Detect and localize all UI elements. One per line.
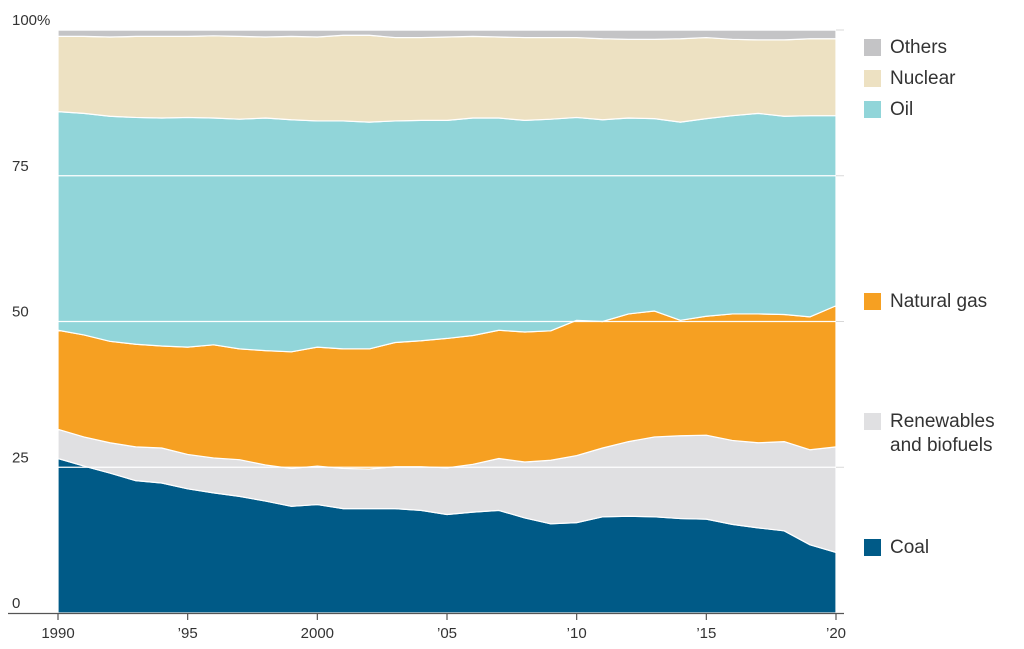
legend-swatch-nuclear — [864, 70, 881, 87]
legend-item-natural-gas: Natural gas — [864, 290, 987, 314]
legend: Others Nuclear Oil Natural gas Renewables and… — [864, 0, 1024, 649]
y-tick-label-75: 75 — [12, 158, 29, 175]
legend-label-line: Renewables — [890, 411, 995, 432]
x-tick-label-2000: 2000 — [301, 625, 334, 642]
y-tick-label-25: 25 — [12, 449, 29, 466]
x-tick-label-1990: 1990 — [41, 625, 74, 642]
area-nuclear — [57, 34, 837, 123]
legend-item-renewables-and-biofuels: Renewables and biofuels — [864, 410, 995, 458]
legend-item-oil: Oil — [864, 98, 913, 122]
x-tick-label-2020: ’20 — [826, 625, 846, 642]
legend-label-oil: Oil — [890, 98, 913, 122]
axis-layer: 0 25 50 75 100% 1990 ’95 2000 ’05 ’10 ’15 ’20 — [8, 12, 846, 642]
legend-label-natural-gas: Natural gas — [890, 290, 987, 314]
x-tick-label-2010: ’10 — [567, 625, 587, 642]
grid-layer — [58, 29, 844, 468]
legend-swatch-oil — [864, 101, 881, 118]
legend-swatch-others — [864, 39, 881, 56]
legend-label-line: Nuclear — [890, 68, 956, 89]
legend-item-coal: Coal — [864, 536, 929, 560]
legend-item-others: Others — [864, 36, 947, 60]
legend-label-nuclear: Nuclear — [890, 67, 955, 91]
x-tick-label-2005: ’05 — [437, 625, 457, 642]
legend-label-line: Oil — [890, 99, 914, 120]
y-tick-label-0: 0 — [12, 595, 20, 612]
legend-label-coal: Coal — [890, 536, 929, 560]
legend-label-line: Others — [890, 37, 948, 58]
legend-label-renewables-and-biofuels: Renewables and biofuels — [890, 410, 995, 458]
areas-layer — [57, 29, 837, 614]
legend-label-line: Natural gas — [890, 291, 988, 312]
legend-swatch-coal — [864, 539, 881, 556]
x-tick-label-2015: ’15 — [696, 625, 716, 642]
x-tick-label-1995: ’95 — [178, 625, 198, 642]
y-tick-label-100: 100% — [12, 12, 50, 29]
y-tick-label-50: 50 — [12, 304, 29, 321]
legend-label-line: and biofuels — [890, 435, 993, 456]
legend-label-line: Coal — [890, 537, 930, 558]
legend-label-others: Others — [890, 36, 947, 60]
legend-swatch-renewables-and-biofuels — [864, 413, 881, 430]
legend-swatch-natural-gas — [864, 293, 881, 310]
legend-item-nuclear: Nuclear — [864, 67, 955, 91]
